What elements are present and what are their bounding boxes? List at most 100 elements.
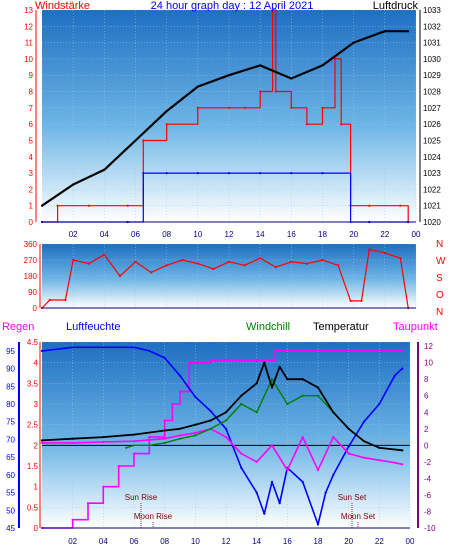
direction-degree-tick-label: 90: [28, 288, 37, 297]
wind-hour-tick-label: 10: [193, 230, 202, 239]
temperature-series-point: [240, 394, 243, 397]
wind-direction-series-point: [290, 260, 293, 263]
wind-direction-series-point: [243, 264, 246, 267]
rain-series-point: [347, 349, 350, 352]
climate-hour-tick-label: 08: [160, 537, 169, 546]
pressure-series-point: [352, 41, 355, 44]
rain-series-point: [117, 464, 120, 468]
humidity-series-point: [316, 523, 320, 526]
wind-speed-tick-label: 10: [24, 55, 33, 64]
humidity-series-point: [194, 395, 197, 398]
dewpoint-series-point: [224, 436, 228, 439]
temperature-series-point: [401, 449, 404, 452]
wind-hour-tick-label: 16: [287, 230, 296, 239]
humidity-series-point: [209, 410, 212, 413]
rain-tick-label: 4.5: [27, 338, 39, 347]
wind-hour-tick-label: 14: [256, 230, 265, 239]
rain-series-point: [286, 349, 289, 352]
rain-series-point: [86, 502, 90, 505]
dewpoint-series-point: [102, 440, 105, 444]
pressure-tick-label: 1021: [423, 202, 441, 211]
humidity-series-point: [163, 356, 166, 359]
pressure-series-point: [227, 74, 231, 77]
dewpoint-series-point: [362, 456, 366, 459]
wind-direction-series-point: [349, 299, 352, 302]
climate-panel-axes: 00.511.522.533.544.545505560657075808590…: [6, 338, 436, 546]
wind-direction-series-point: [337, 264, 340, 267]
temperature-series-point: [270, 386, 274, 389]
sun-rise-annotation: Sun Rise: [125, 493, 158, 502]
dewpoint-series-point: [194, 431, 197, 434]
rain-series-point: [188, 361, 191, 364]
climate-hour-tick-label: 12: [222, 537, 231, 546]
wind-gust-series-point: [333, 57, 337, 61]
temperature-series-point: [332, 411, 335, 414]
windchill-series-point: [209, 427, 212, 430]
rain-series-point: [209, 359, 212, 362]
dewpoint-series-point: [40, 441, 44, 444]
rain-tick-label: 1.5: [27, 462, 39, 471]
windchill-series-point: [240, 402, 243, 406]
pressure-series-point: [72, 183, 75, 186]
wind-gust-series-point: [271, 8, 274, 12]
wind-direction-series-point: [360, 299, 363, 302]
temperature-series-line: [41, 361, 403, 452]
wind-speed-tick-label: 6: [29, 120, 34, 129]
humidity-series-point: [132, 346, 136, 349]
wind-speed-tick-label: 1: [29, 202, 34, 211]
rain-tick-label: 1: [34, 483, 39, 492]
rain-series-point: [270, 359, 274, 362]
windchill-series-point: [270, 378, 274, 381]
wind-speed-axis-title: Windstärke: [35, 0, 90, 12]
pressure-tick-label: 1030: [423, 55, 441, 64]
humidity-tick-label: 75: [6, 418, 15, 427]
wind-average-series-point: [259, 172, 262, 175]
wind-direction-series-point: [196, 262, 199, 265]
dewpoint-series-point: [240, 452, 243, 455]
wind-speed-tick-label: 3: [29, 169, 34, 178]
pressure-tick-label: 1025: [423, 136, 441, 145]
temperature-tick-label: 0: [424, 441, 429, 450]
pressure-series-point: [40, 204, 44, 207]
temperature-tick-label: 12: [424, 342, 433, 351]
wind-speed-tick-label: 4: [29, 153, 34, 162]
humidity-tick-label: 95: [6, 347, 15, 356]
climate-hour-tick-label: 18: [314, 537, 323, 546]
temperature-tick-label: -2: [424, 458, 432, 467]
wind-gust-series-point: [321, 106, 324, 109]
temperature-series-point: [132, 433, 136, 436]
direction-compass-label-n: N: [436, 307, 443, 318]
wind-average-series-point: [142, 172, 145, 175]
dewpoint-series-point: [178, 434, 182, 437]
humidity-tick-label: 45: [6, 524, 15, 533]
dewpoint-series-point: [401, 463, 404, 466]
humidity-series-point: [224, 427, 228, 430]
wind-gust-series-point: [259, 90, 262, 93]
temperature-tick-label: -10: [424, 524, 436, 533]
climate-hour-tick-label: 10: [191, 537, 200, 546]
wind-speed-tick-label: 0: [29, 218, 34, 227]
rain-series-point: [102, 485, 105, 488]
humidity-tick-label: 50: [6, 506, 15, 515]
climate-panel-series: [40, 346, 404, 530]
wind-gust-series-point: [305, 123, 308, 126]
humidity-tick-label: 80: [6, 400, 15, 409]
temperature-tick-label: 4: [424, 408, 429, 417]
wind-gust-series-line: [42, 9, 409, 223]
wind-gust-series-point: [87, 204, 90, 207]
temperature-series-point: [163, 429, 166, 432]
wind-gust-series-point: [227, 106, 231, 109]
temperature-series-point: [40, 439, 44, 442]
pressure-tick-label: 1033: [423, 6, 441, 15]
dewpoint-series-point: [393, 461, 396, 464]
dewpoint-series-point: [270, 444, 274, 447]
rain-series-point: [148, 436, 151, 439]
rain-series-point: [401, 349, 404, 352]
pressure-tick-label: 1031: [423, 39, 441, 48]
rain-tick-label: 3: [34, 400, 39, 409]
wind-direction-series-point: [134, 260, 137, 263]
wind-direction-series-point: [274, 266, 277, 269]
rain-tick-label: 2.5: [27, 421, 39, 430]
climate-hour-tick-label: 22: [375, 537, 384, 546]
dewpoint-series-point: [378, 459, 381, 462]
